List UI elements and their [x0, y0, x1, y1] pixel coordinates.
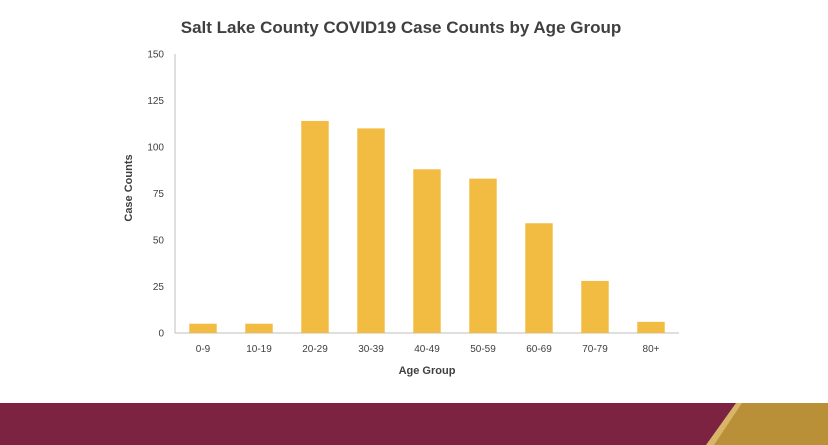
y-tick-label: 125	[147, 96, 164, 107]
x-tick-label: 30-39	[358, 344, 384, 355]
y-tick-label: 25	[153, 282, 165, 293]
bar	[581, 280, 609, 333]
x-tick-label: 50-59	[470, 344, 496, 355]
x-tick-label: 80+	[643, 344, 660, 355]
footer-background	[0, 403, 828, 445]
x-tick-label: 10-19	[246, 344, 272, 355]
y-tick-label: 0	[158, 329, 164, 340]
x-axis-title: Age Group	[399, 365, 456, 377]
y-tick-label: 75	[153, 189, 165, 200]
x-tick-label: 40-49	[414, 344, 440, 355]
y-tick-label: 50	[153, 236, 165, 247]
y-axis-ticks: 0 25 50 75 100 125 150	[147, 50, 164, 340]
chart-title: Salt Lake County COVID19 Case Counts by …	[181, 18, 622, 37]
x-tick-label: 60-69	[526, 344, 552, 355]
y-tick-label: 100	[147, 143, 164, 154]
bar	[637, 321, 665, 333]
x-axis-ticks: 0-9 10-19 20-29 30-39 40-49 50-59 60-69 70-79 80…	[196, 344, 660, 355]
x-tick-label: 0-9	[196, 344, 211, 355]
bar	[413, 169, 441, 333]
bar-chart: Salt Lake County COVID19 Case Counts by …	[123, 18, 679, 377]
bars	[189, 120, 665, 334]
x-tick-label: 70-79	[582, 344, 608, 355]
y-tick-label: 150	[147, 50, 164, 61]
bar	[301, 120, 329, 334]
bar	[357, 128, 385, 333]
bar	[469, 178, 497, 333]
x-tick-label: 20-29	[302, 344, 328, 355]
footer-accent-gold	[714, 403, 828, 445]
bar	[525, 223, 553, 333]
y-axis-title: Case Counts	[123, 154, 135, 221]
bar	[189, 323, 217, 333]
bar	[245, 323, 273, 333]
footer-band	[0, 403, 828, 445]
